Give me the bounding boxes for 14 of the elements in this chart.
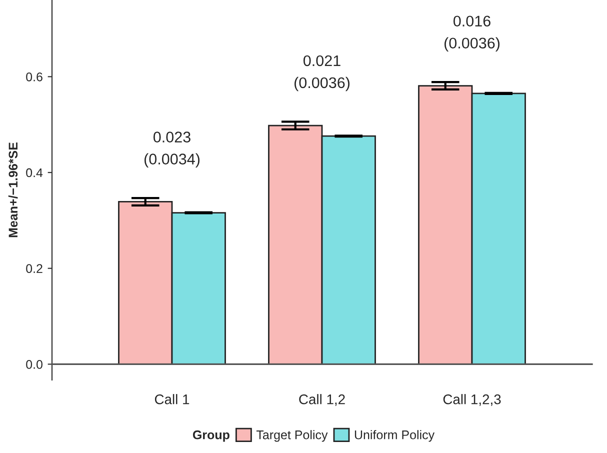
annotation: 0.021 (0.0036) (294, 55, 350, 92)
legend-title: Group (192, 430, 230, 442)
x-tick-label: Call 1,2 (299, 394, 345, 406)
y-tick-label: 0.0 (26, 360, 42, 369)
annotation: 0.016 (0.0036) (444, 16, 500, 52)
legend-label: Target Policy (256, 430, 328, 442)
annotation: 0.023 (0.0034) (144, 132, 200, 168)
y-tick-label: 0.6 (26, 72, 42, 82)
y-tick-label: 0.4 (26, 168, 43, 178)
y-tick-label: 0.2 (26, 264, 42, 273)
x-tick-label: Call 1,2,3 (443, 394, 501, 406)
y-axis-title: Mean+/−1.96*SE (8, 142, 18, 238)
x-tick-label: Call 1 (154, 394, 190, 404)
legend-label: Uniform Policy (354, 430, 435, 442)
